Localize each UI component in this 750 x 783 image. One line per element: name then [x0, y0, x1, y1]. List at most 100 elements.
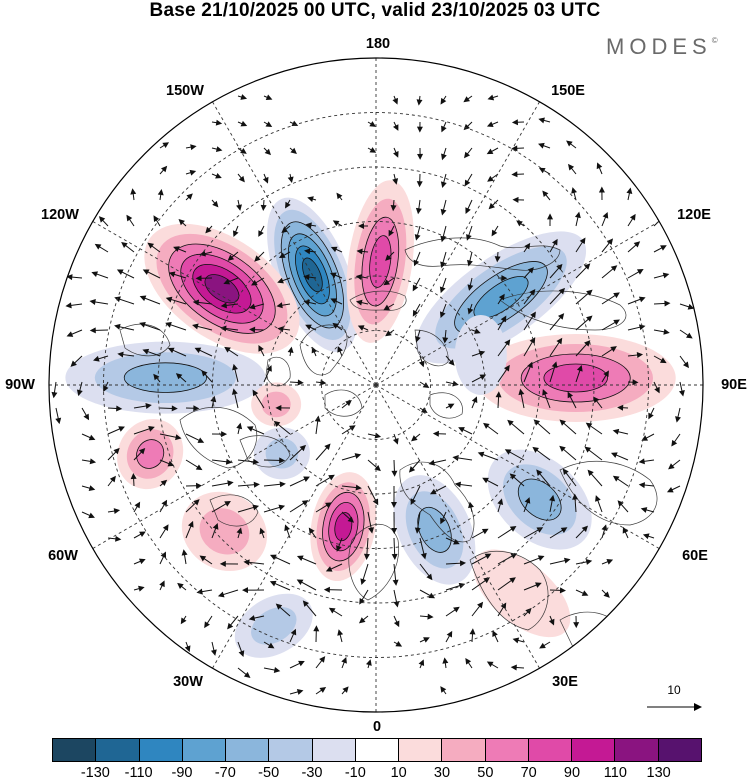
wind-arrowhead: [440, 97, 447, 105]
wind-arrowhead: [393, 620, 400, 628]
wind-arrowhead: [238, 175, 245, 183]
wind-arrowhead: [512, 637, 520, 644]
wind-arrowhead: [258, 230, 264, 237]
wind-arrowhead: [115, 535, 122, 542]
wind-arrowhead: [345, 400, 352, 407]
wind-arrowhead: [147, 242, 155, 249]
reference-vector: [647, 703, 702, 711]
wind-arrowhead: [429, 488, 437, 495]
wind-arrowhead: [224, 346, 231, 353]
wind-arrowhead: [687, 303, 695, 310]
wind-arrowhead: [662, 272, 670, 279]
wind-arrowhead: [509, 526, 517, 532]
wind-arrowhead: [285, 201, 291, 209]
wind-arrowhead: [586, 315, 593, 322]
wind-arrowhead: [117, 351, 124, 358]
wind-arrowhead: [642, 533, 650, 540]
wind-arrowhead: [598, 186, 605, 193]
wind-arrowhead: [98, 216, 106, 223]
wind-arrowhead: [277, 277, 284, 284]
wind-arrowhead: [626, 187, 633, 194]
wind-arrowhead: [217, 591, 225, 598]
wind-arrowhead: [232, 230, 239, 238]
lon-label-150w: 150W: [166, 83, 204, 99]
wind-arrowhead: [332, 322, 340, 329]
wind-arrowhead: [417, 153, 424, 160]
wind-arrowhead: [440, 261, 446, 269]
colorbar-swatch: [399, 739, 443, 761]
wind-arrowhead: [447, 403, 455, 410]
reference-vector-label: 10: [667, 683, 681, 697]
wind-arrowhead: [359, 597, 365, 605]
wind-arrowhead: [215, 119, 223, 126]
wind-arrowhead: [636, 269, 644, 275]
wind-arrowhead: [66, 274, 73, 281]
wind-arrowhead: [633, 241, 641, 248]
wind-arrowhead: [574, 211, 581, 219]
coastlines: [119, 237, 658, 652]
wind-arrowhead: [610, 346, 617, 352]
wind-arrowhead: [481, 528, 489, 535]
wind-arrowhead: [157, 189, 164, 196]
wind-arrowhead: [428, 592, 436, 599]
wind-arrowhead: [109, 475, 116, 483]
wind-arrowhead: [252, 389, 259, 397]
colorbar-swatch: [442, 739, 486, 761]
anomaly-neg-90w: [65, 341, 266, 414]
colorbar-swatch: [96, 739, 140, 761]
wind-arrowhead: [507, 419, 514, 426]
colorbar-tick-label: -30: [301, 765, 323, 781]
wind-arrowhead: [276, 302, 283, 309]
colorbar-tick-label: -10: [344, 765, 366, 781]
wind-arrowhead: [638, 324, 646, 331]
wind-arrowhead: [162, 524, 169, 531]
anomaly-pos-80w: [251, 382, 302, 427]
wind-arrowhead: [356, 299, 363, 306]
wind-arrowhead: [116, 405, 123, 412]
wind-arrowhead: [194, 347, 202, 354]
wind-arrowhead: [201, 370, 208, 377]
wind-arrowhead: [236, 204, 242, 211]
wind-arrowhead: [453, 606, 460, 613]
wind-arrowhead: [193, 499, 200, 506]
wind-arrowhead: [319, 656, 326, 663]
wind-arrowhead: [83, 413, 90, 421]
wind-arrowhead: [88, 512, 95, 519]
wind-arrowhead: [153, 373, 160, 381]
wind-arrowhead: [486, 148, 494, 155]
wind-arrowhead: [360, 578, 367, 586]
wind-arrowhead: [118, 426, 125, 432]
wind-arrowhead: [442, 657, 449, 664]
wind-arrowhead: [116, 269, 124, 275]
wind-arrowhead: [535, 582, 542, 588]
wind-arrowhead: [190, 144, 197, 151]
wind-arrowhead: [301, 500, 309, 506]
wind-arrowhead: [324, 443, 331, 450]
wind-arrowhead: [504, 339, 511, 346]
wind-arrowhead: [458, 427, 465, 433]
anomaly-pos-90e: [475, 334, 676, 423]
wind-arrowhead: [573, 622, 580, 629]
wind-arrowhead: [341, 656, 347, 664]
wind-arrowhead: [242, 587, 249, 594]
wind-arrowhead: [393, 150, 399, 158]
wind-arrowhead: [567, 391, 574, 399]
wind-arrowhead: [638, 296, 646, 303]
wind-arrowhead: [415, 207, 422, 215]
wind-arrowhead: [442, 337, 449, 344]
wind-arrowhead: [568, 163, 575, 171]
wind-arrowhead: [266, 365, 272, 372]
wind-arrowhead: [349, 425, 356, 431]
wind-arrowhead: [296, 555, 304, 562]
wind-arrowhead: [290, 147, 297, 154]
wind-arrowhead: [113, 447, 120, 455]
lon-label-180: 180: [365, 36, 391, 52]
wind-arrowhead: [529, 337, 536, 344]
colorbar-swatch: [485, 739, 529, 761]
wind-arrowhead: [126, 214, 133, 222]
wind-arrowhead: [342, 686, 349, 693]
wind-arrowhead: [532, 446, 539, 453]
wind-arrowhead: [269, 580, 277, 587]
wind-arrowhead: [89, 299, 96, 305]
